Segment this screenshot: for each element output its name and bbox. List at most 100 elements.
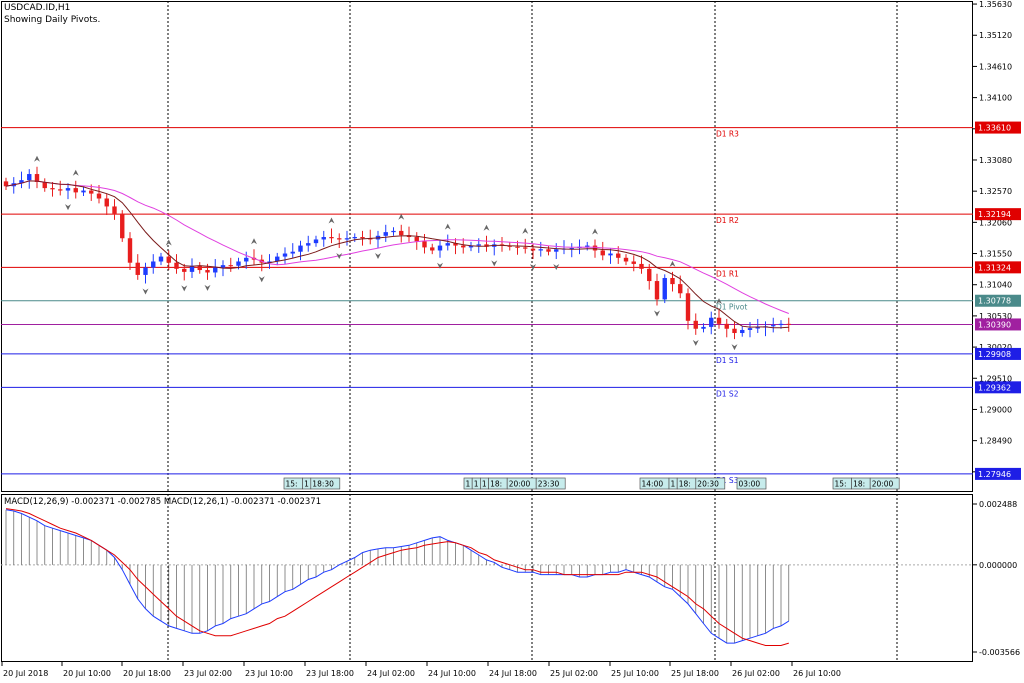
candle-body	[313, 239, 319, 244]
candle-body	[771, 325, 776, 327]
fractal-up-marker	[444, 223, 451, 230]
time-axis-label: 26 Jul 02:00	[732, 669, 780, 678]
event-tag-label: 20:00	[872, 480, 894, 489]
candle-body	[143, 267, 148, 275]
candle-body	[337, 238, 342, 240]
candle-body	[530, 248, 536, 251]
event-tag-label: 23:30	[538, 480, 560, 489]
candle-body	[654, 281, 660, 300]
pivot-line-label: D1 R1	[716, 269, 739, 278]
pivot-price-label: 1.29908	[978, 350, 1011, 359]
event-tag-label: 20:00	[509, 480, 531, 489]
candle-body	[445, 243, 450, 246]
time-axis-label: 25 Jul 02:00	[550, 669, 598, 678]
candle-body	[430, 247, 435, 251]
event-tag-label: 03:00	[739, 480, 761, 489]
candle-body	[127, 238, 133, 263]
symbol-title: USDCAD.ID,H1	[4, 3, 71, 13]
candle-body	[569, 248, 574, 250]
candle-body	[724, 323, 729, 329]
fractal-down-marker	[181, 285, 188, 292]
candle-body	[422, 241, 427, 248]
event-tag-label: 18:	[853, 480, 865, 489]
candle-body	[112, 206, 117, 214]
candle-body	[58, 189, 63, 191]
candle-body	[329, 237, 334, 239]
fractal-down-marker	[491, 260, 498, 267]
ma-slow-line	[5, 180, 789, 314]
price-axis-label: 1.30020	[979, 343, 1012, 352]
price-axis-label: 1.28490	[979, 437, 1012, 446]
candle-body	[3, 181, 9, 187]
fractal-down-marker	[336, 253, 343, 260]
pivot-price-label: 1.30390	[978, 320, 1011, 329]
pivot-line-label: D1 Pivot	[716, 303, 747, 312]
pivot-price-box	[975, 347, 1021, 360]
candle-body	[747, 328, 753, 330]
candle-body	[538, 249, 543, 251]
candle-body	[96, 193, 102, 199]
candle-body	[623, 257, 629, 262]
candle-body	[678, 284, 683, 294]
candle-body	[275, 256, 280, 262]
price-axis-label: 1.31040	[979, 281, 1012, 290]
candle-body	[631, 261, 636, 264]
pivot-line-label: D1 S2	[716, 389, 739, 398]
time-axis-label: 24 Jul 10:00	[428, 669, 476, 678]
pivot-line-label: D1 R3	[716, 130, 739, 139]
candle-body	[42, 181, 47, 189]
fractal-down-marker	[530, 264, 536, 271]
fractal-up-marker	[328, 217, 335, 224]
macd-pane-frame	[1, 494, 973, 662]
candle-body	[89, 190, 94, 194]
candle-body	[236, 261, 241, 266]
macd-header: MACD(12,26,9) -0.002371 -0.002785 MACD(1…	[4, 497, 322, 507]
time-axis-label: 23 Jul 18:00	[306, 669, 354, 678]
candle-body	[290, 251, 295, 254]
price-axis-label: 1.35630	[979, 0, 1012, 9]
candle-body	[298, 245, 303, 252]
fractal-up-marker	[716, 298, 722, 305]
candle-body	[244, 257, 249, 262]
candle-body	[228, 265, 233, 267]
candle-body	[399, 230, 404, 236]
time-axis-label: 23 Jul 10:00	[245, 669, 293, 678]
candle-body	[34, 174, 40, 182]
candle-body	[120, 213, 125, 239]
candle-body	[476, 244, 481, 246]
time-axis-label: 24 Jul 18:00	[489, 669, 537, 678]
macd-histogram	[5, 509, 790, 644]
macd-axis-label: 0.000000	[979, 561, 1017, 570]
pivot-price-box	[975, 318, 1021, 331]
candle-body	[65, 188, 71, 191]
candle-body	[709, 317, 714, 327]
candle-body	[755, 327, 760, 329]
candle-body	[205, 270, 210, 273]
pivot-price-box	[975, 121, 1021, 134]
candle-body	[662, 277, 667, 300]
candle-body	[391, 230, 396, 233]
pivot-line-label: D1 S1	[716, 356, 739, 365]
candle-body	[685, 293, 691, 321]
candle-body	[81, 190, 86, 193]
fractal-up-marker	[592, 228, 598, 235]
candle-body	[151, 261, 156, 268]
candle-body	[414, 237, 419, 242]
candle-body	[468, 245, 474, 248]
time-axis-label: 23 Jul 02:00	[184, 669, 232, 678]
fractal-down-marker	[692, 339, 699, 346]
chart-subtitle: Showing Daily Pivots.	[4, 15, 101, 25]
price-axis-label: 1.34610	[979, 62, 1012, 71]
pivot-price-box	[975, 381, 1021, 394]
fractal-up-marker	[34, 155, 40, 162]
pivot-line-label: D1 S3	[716, 476, 739, 485]
fractal-up-marker	[251, 238, 257, 245]
candle-body	[554, 249, 559, 252]
candle-body	[267, 261, 272, 263]
candle-body	[27, 174, 32, 181]
price-axis-label: 1.32060	[979, 218, 1012, 227]
event-tag-box	[736, 477, 767, 490]
candle-body	[158, 256, 164, 262]
event-tag-label: 1	[466, 480, 471, 489]
